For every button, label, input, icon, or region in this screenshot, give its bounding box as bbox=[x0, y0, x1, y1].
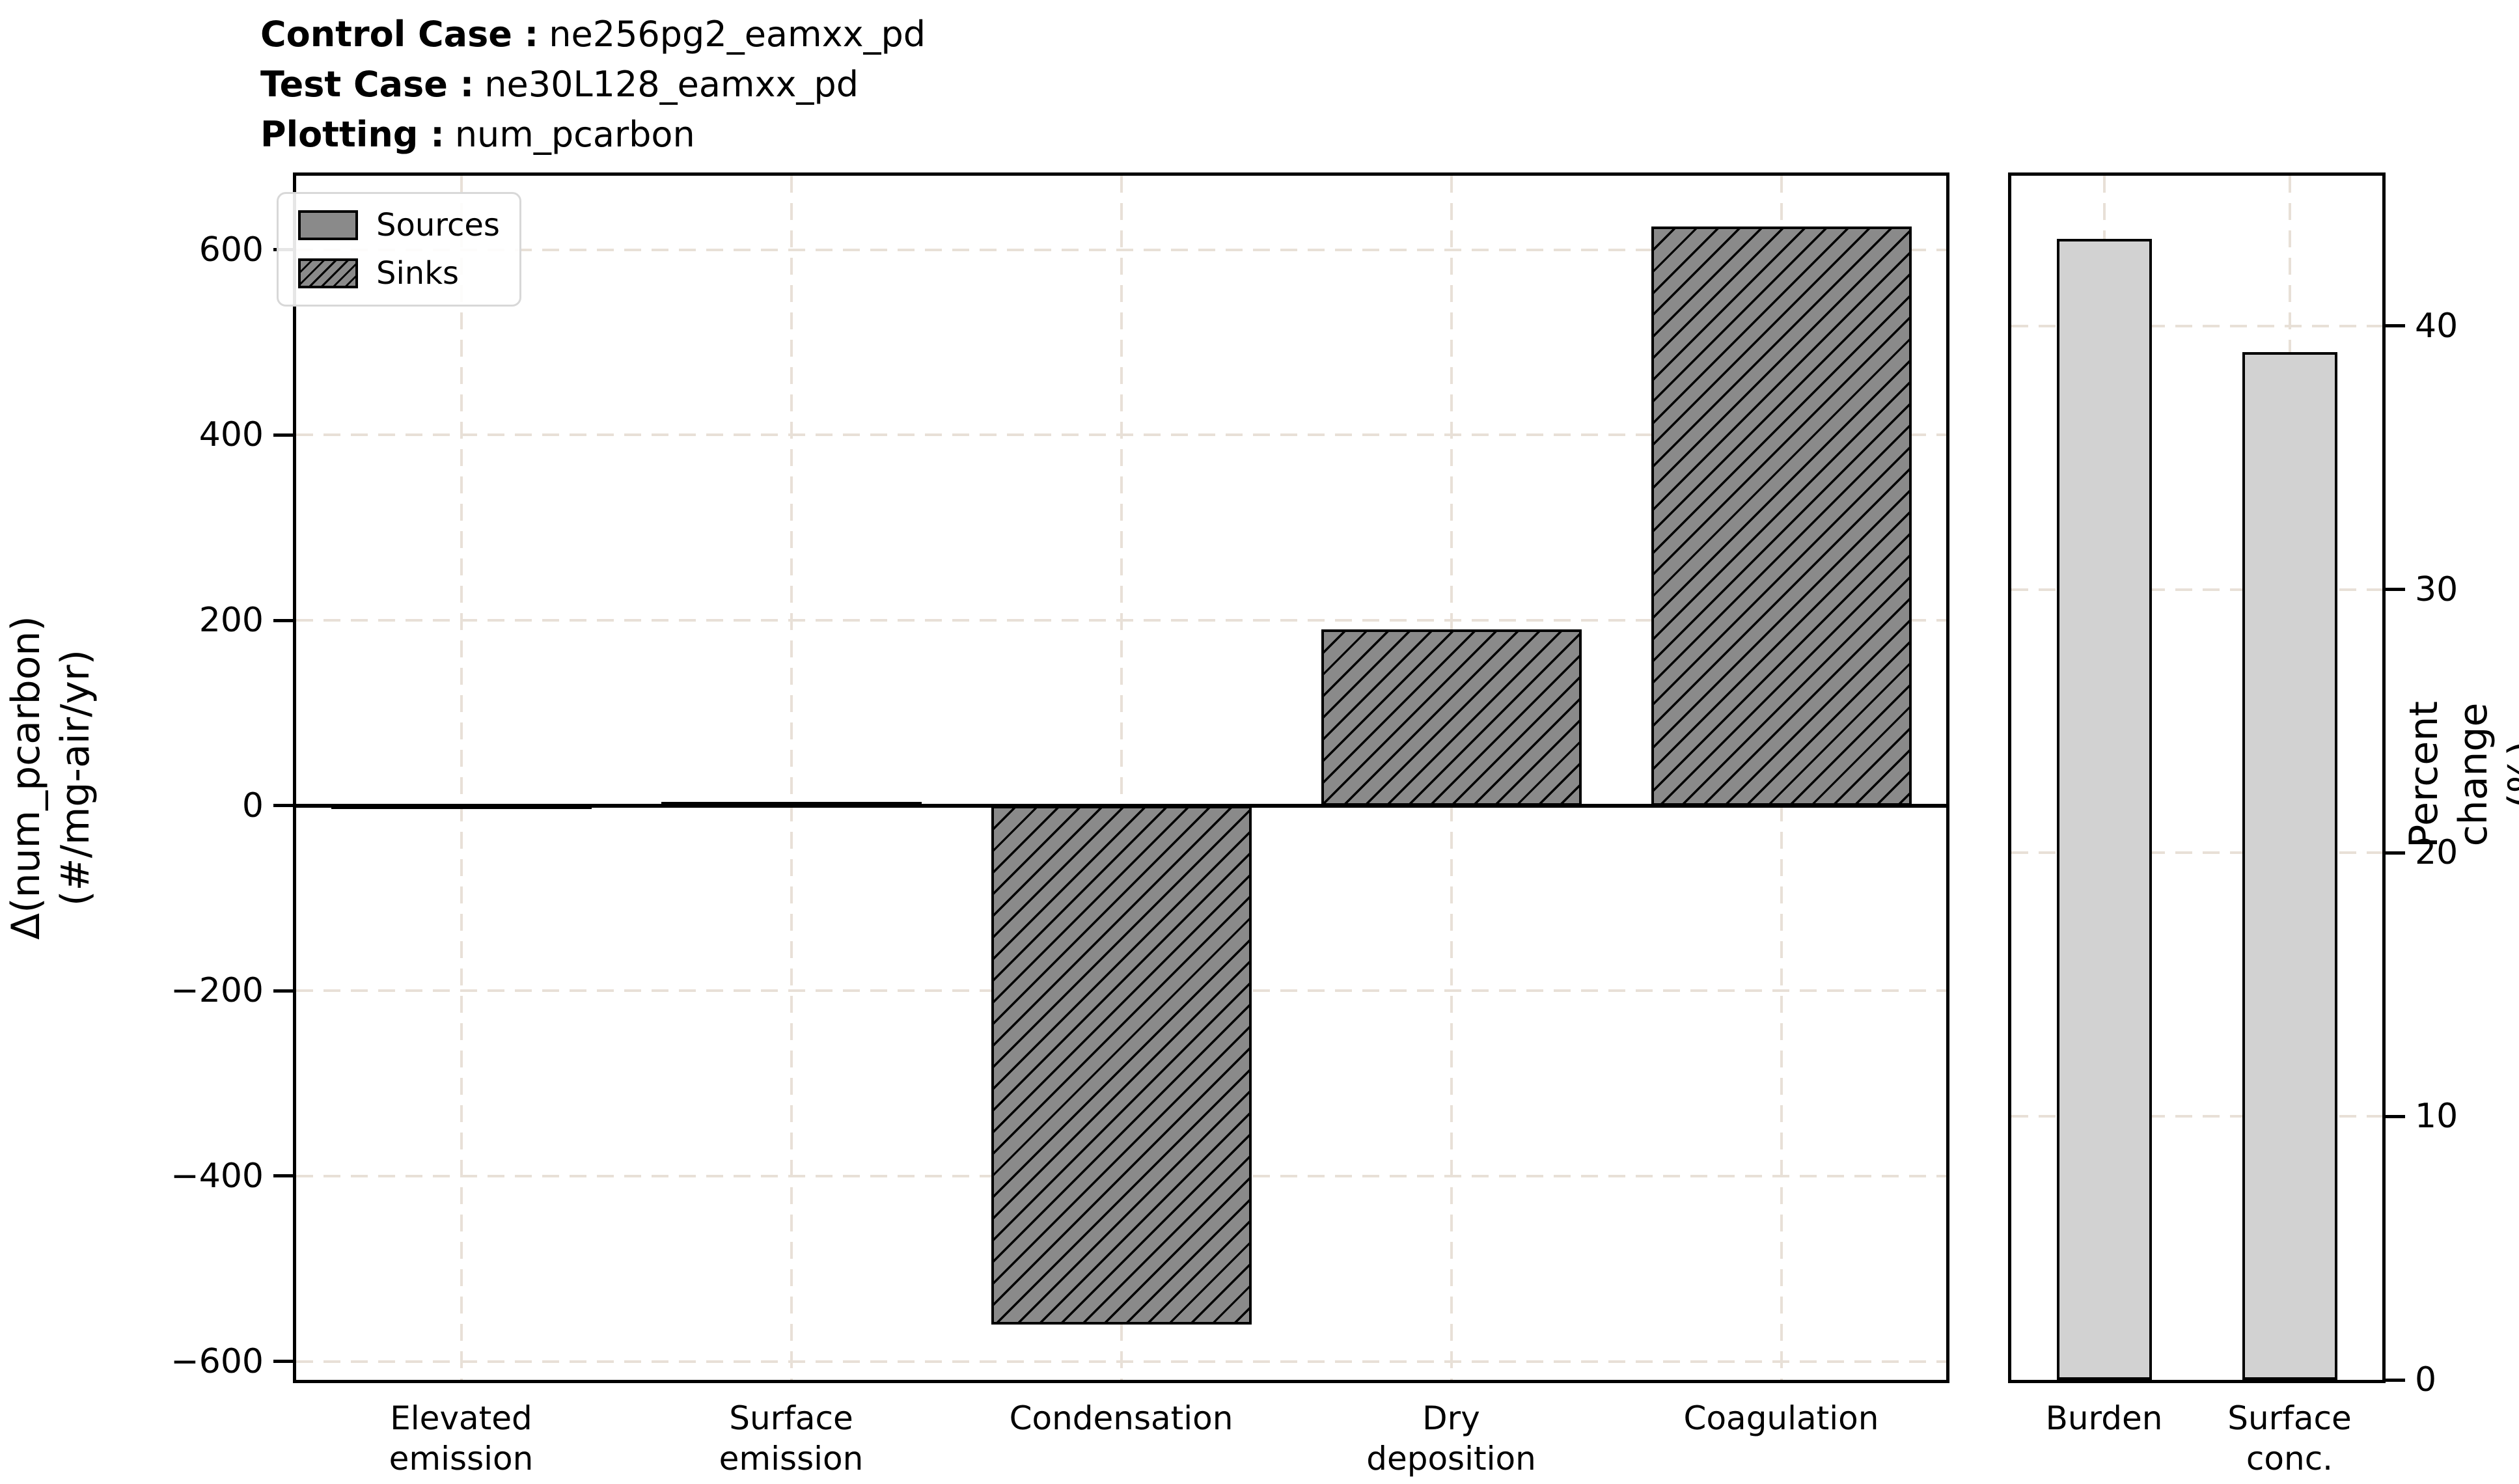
x-category-label: Condensation bbox=[1009, 1399, 1233, 1437]
x-category-label: Elevated emission bbox=[389, 1399, 534, 1477]
y-tick-mark bbox=[273, 1360, 293, 1364]
legend-item-sinks: Sinks bbox=[298, 258, 500, 289]
y-tick-label: 30 bbox=[2415, 570, 2458, 609]
bar-surface-conc bbox=[2242, 352, 2337, 1380]
header-test-case: Test Case : ne30L128_eamxx_pd bbox=[260, 59, 926, 109]
main-y-axis-label: Δ(num_pcarbon) (#/mg-air/yr) bbox=[3, 616, 98, 940]
y-tick-mark bbox=[273, 804, 293, 808]
bar-condensation bbox=[991, 805, 1252, 1325]
sources-swatch-icon bbox=[298, 210, 358, 240]
bar-coagulation bbox=[1651, 227, 1912, 806]
y-tick-label: 40 bbox=[2415, 306, 2458, 346]
y-tick-label: 0 bbox=[2415, 1360, 2437, 1399]
control-case-value: ne256pg2_eamxx_pd bbox=[549, 14, 926, 55]
y-tick-mark bbox=[2386, 324, 2405, 328]
grid-line-x-1 bbox=[790, 176, 793, 1380]
zero-line bbox=[296, 803, 1946, 808]
y-tick-mark bbox=[273, 433, 293, 437]
y-tick-mark bbox=[273, 989, 293, 993]
header-control-case: Control Case : ne256pg2_eamxx_pd bbox=[260, 9, 926, 59]
x-category-label: Coagulation bbox=[1683, 1399, 1879, 1437]
y-tick-label: 400 bbox=[199, 415, 264, 455]
y-tick-mark bbox=[2386, 1114, 2405, 1118]
sinks-swatch-icon bbox=[298, 258, 358, 288]
plotting-label: Plotting : bbox=[260, 114, 445, 155]
test-case-label: Test Case : bbox=[260, 64, 475, 105]
control-case-label: Control Case : bbox=[260, 14, 539, 55]
y-tick-label: −600 bbox=[171, 1341, 264, 1381]
grid-line-y-20 bbox=[2011, 851, 2382, 855]
legend-item-sources: Sources bbox=[298, 210, 500, 241]
y-tick-label: 20 bbox=[2415, 833, 2458, 873]
legend-sources-label: Sources bbox=[376, 207, 500, 243]
x-category-label: Surface conc. bbox=[2227, 1399, 2352, 1477]
y-tick-label: 10 bbox=[2415, 1097, 2458, 1136]
test-case-value: ne30L128_eamxx_pd bbox=[484, 64, 859, 105]
header-plotting: Plotting : num_pcarbon bbox=[260, 109, 926, 159]
plotting-value: num_pcarbon bbox=[454, 114, 695, 155]
y-tick-label: −400 bbox=[171, 1156, 264, 1196]
grid-line-x-0 bbox=[460, 176, 463, 1380]
y-tick-label: 0 bbox=[241, 786, 264, 825]
legend-sinks-label: Sinks bbox=[376, 255, 460, 292]
grid-line-y-40 bbox=[2011, 324, 2382, 327]
x-category-label: Burden bbox=[2045, 1399, 2163, 1437]
grid-line-y-10 bbox=[2011, 1115, 2382, 1118]
grid-line-y-30 bbox=[2011, 588, 2382, 591]
bar-burden bbox=[2056, 239, 2152, 1380]
y-tick-mark bbox=[273, 1174, 293, 1178]
percent-y-axis-label: Percent change (%) bbox=[2401, 701, 2519, 848]
x-category-label: Dry deposition bbox=[1366, 1399, 1536, 1477]
y-tick-mark bbox=[273, 618, 293, 622]
bar-dry-deposition bbox=[1321, 629, 1582, 806]
y-tick-label: 600 bbox=[199, 230, 264, 269]
y-tick-mark bbox=[2386, 588, 2405, 592]
figure-header: Control Case : ne256pg2_eamxx_pd Test Cas… bbox=[260, 9, 926, 159]
y-tick-label: −200 bbox=[171, 971, 264, 1011]
y-tick-mark bbox=[2386, 851, 2405, 855]
y-tick-mark bbox=[2386, 1378, 2405, 1382]
y-tick-label: 200 bbox=[199, 601, 264, 640]
x-category-label: Surface emission bbox=[719, 1399, 864, 1477]
legend: Sources Sinks bbox=[277, 192, 521, 307]
grid-line-x-2 bbox=[1120, 176, 1123, 1380]
